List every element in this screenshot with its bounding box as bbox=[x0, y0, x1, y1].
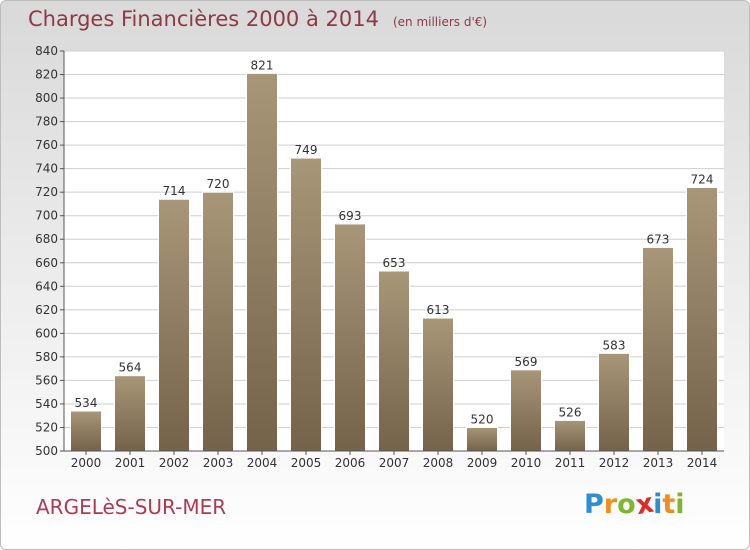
city-name: ARGELèS-SUR-MER bbox=[36, 495, 227, 519]
y-tick-label: 560 bbox=[35, 373, 58, 387]
x-tick-label: 2010 bbox=[511, 456, 542, 470]
axes bbox=[63, 51, 724, 452]
bar bbox=[202, 191, 234, 452]
data-label: 821 bbox=[251, 58, 274, 72]
x-tick-label: 2007 bbox=[379, 456, 410, 470]
bar bbox=[554, 419, 586, 452]
y-tick-label: 740 bbox=[35, 162, 58, 176]
bar bbox=[642, 246, 674, 452]
data-label: 526 bbox=[559, 405, 582, 419]
bar bbox=[510, 369, 542, 452]
x-tick-label: 2005 bbox=[291, 456, 322, 470]
data-label: 613 bbox=[427, 303, 450, 317]
data-label: 520 bbox=[471, 412, 494, 426]
y-tick-label: 720 bbox=[35, 185, 58, 199]
x-tick-label: 2014 bbox=[687, 456, 718, 470]
x-axis-ticks: 2000 2001 2002 2003 2004 2005 2006 2007 2008 2009… bbox=[71, 451, 718, 470]
proxiti-logo: Proxiti bbox=[584, 488, 685, 522]
logo-letter: P bbox=[584, 489, 604, 520]
bars: 534 564 714 720 821 749 693 653 613 520 569 526 583 6… bbox=[70, 58, 718, 452]
y-axis-ticks: 500 520 540 560 580 600 620 640 660 680 700 720 740 7… bbox=[35, 44, 64, 458]
data-label: 714 bbox=[163, 184, 186, 198]
bar bbox=[114, 375, 146, 452]
data-label: 653 bbox=[383, 256, 406, 270]
y-tick-label: 580 bbox=[35, 350, 58, 364]
y-tick-label: 680 bbox=[35, 232, 58, 246]
y-tick-label: 660 bbox=[35, 256, 58, 270]
logo-letter: t bbox=[662, 489, 676, 520]
y-tick-label: 520 bbox=[35, 420, 58, 434]
x-tick-label: 2011 bbox=[555, 456, 586, 470]
data-label: 534 bbox=[75, 396, 98, 410]
data-label: 693 bbox=[339, 209, 362, 223]
bar bbox=[422, 317, 454, 452]
x-tick-label: 2004 bbox=[247, 456, 278, 470]
data-label: 583 bbox=[603, 338, 626, 352]
bar bbox=[466, 426, 498, 452]
data-label: 720 bbox=[207, 177, 230, 191]
data-label: 724 bbox=[691, 172, 714, 186]
bar bbox=[334, 223, 366, 452]
x-tick-label: 2001 bbox=[115, 456, 146, 470]
data-label: 569 bbox=[515, 355, 538, 369]
x-tick-label: 2013 bbox=[643, 456, 674, 470]
bar bbox=[378, 270, 410, 452]
y-tick-label: 700 bbox=[35, 209, 58, 223]
bar bbox=[158, 198, 190, 452]
data-label: 673 bbox=[647, 232, 670, 246]
logo-letter: o bbox=[617, 489, 636, 520]
y-tick-label: 760 bbox=[35, 138, 58, 152]
y-tick-label: 840 bbox=[35, 44, 58, 58]
y-tick-label: 780 bbox=[35, 115, 58, 129]
bar bbox=[70, 410, 102, 452]
y-tick-label: 540 bbox=[35, 397, 58, 411]
chart-subtitle: (en milliers d'€) bbox=[392, 15, 488, 29]
bar bbox=[598, 352, 630, 452]
y-tick-label: 500 bbox=[35, 444, 58, 458]
x-tick-label: 2009 bbox=[467, 456, 498, 470]
y-tick-label: 820 bbox=[35, 68, 58, 82]
logo-letter: i bbox=[653, 489, 663, 520]
x-tick-label: 2003 bbox=[203, 456, 234, 470]
chart-title: Charges Financières 2000 à 2014 (en milli… bbox=[28, 7, 487, 31]
y-tick-label: 620 bbox=[35, 303, 58, 317]
x-tick-label: 2002 bbox=[159, 456, 190, 470]
y-tick-label: 800 bbox=[35, 91, 58, 105]
bar bbox=[290, 157, 322, 452]
x-tick-label: 2000 bbox=[71, 456, 102, 470]
x-tick-label: 2008 bbox=[423, 456, 454, 470]
logo-letter: i bbox=[675, 489, 685, 520]
data-label: 749 bbox=[295, 143, 318, 157]
chart-title-text: Charges Financières 2000 à 2014 bbox=[28, 7, 379, 31]
bar bbox=[246, 72, 278, 452]
y-tick-label: 600 bbox=[35, 326, 58, 340]
x-tick-label: 2012 bbox=[599, 456, 630, 470]
bar bbox=[686, 186, 718, 452]
data-label: 564 bbox=[119, 361, 142, 375]
x-tick-label: 2006 bbox=[335, 456, 366, 470]
logo-letter: r bbox=[603, 489, 618, 520]
y-tick-label: 640 bbox=[35, 279, 58, 293]
